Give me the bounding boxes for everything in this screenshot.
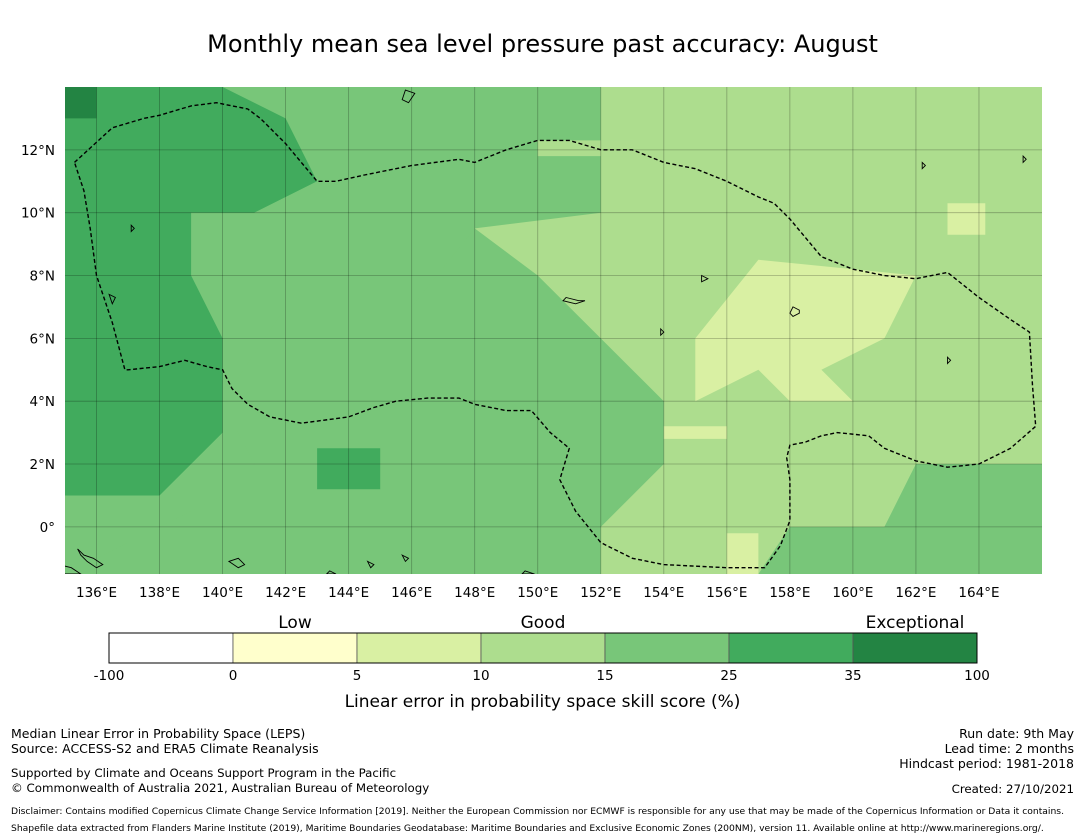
axis-ticks: 136°E 138°E 140°E 142°E 144°E 146°E 148°E 150°E…: [21, 143, 1000, 601]
maritime-boundaries: [73, 101, 1037, 569]
chart-title: Monthly mean sea level pressure past acc…: [207, 30, 878, 58]
lat-tick-label: 2°N: [30, 457, 55, 473]
lat-tick-label: 8°N: [30, 269, 55, 285]
lat-tick-label: 0°: [40, 520, 55, 536]
footer-line: Supported by Climate and Oceans Support …: [11, 766, 397, 780]
colorbar-swatch: [232, 632, 358, 664]
footer-support: Supported by Climate and Oceans Support …: [11, 766, 429, 796]
island-coastline: [65, 565, 82, 574]
lon-tick-label: 152°E: [580, 585, 621, 601]
skill-zone: [947, 203, 986, 235]
footer-line: Median Linear Error in Probability Space…: [11, 726, 306, 741]
graticule: [65, 87, 1042, 574]
lon-tick-label: 156°E: [706, 585, 747, 601]
island-coastline: [227, 557, 246, 569]
disclaimer-line: Disclaimer: Contains modified Copernicus…: [11, 806, 1065, 817]
lon-tick-label: 138°E: [139, 585, 180, 601]
island-coastline: [130, 224, 135, 233]
footer-run-info: Run date: 9th May Lead time: 2 months Hi…: [899, 726, 1074, 771]
island-coastline: [108, 293, 117, 305]
island-coastline: [325, 570, 337, 574]
lon-tick-label: 136°E: [76, 585, 117, 601]
coastlines: [65, 89, 1027, 574]
eez-boundary: [73, 101, 1037, 569]
island-coastline: [1022, 154, 1027, 164]
run-date: Run date: 9th May: [959, 726, 1074, 741]
colorbar-tick-label: 15: [596, 668, 614, 684]
skill-zone: [65, 87, 97, 119]
island-coastline: [921, 161, 927, 170]
island-coastline: [660, 327, 665, 337]
island-coastline: [77, 548, 104, 569]
footer-line: Source: ACCESS-S2 and ERA5 Climate Reana…: [11, 741, 319, 756]
lat-tick-label: 12°N: [21, 143, 55, 159]
colorbar-tick-label: 25: [720, 668, 738, 684]
island-coastline: [947, 356, 952, 365]
colorbar-frame: [108, 632, 978, 664]
colorbar: [108, 632, 978, 664]
colorbar-tick-label: 5: [352, 668, 362, 684]
colorbar-category-label: Low: [278, 613, 312, 633]
lon-tick-label: 154°E: [643, 585, 684, 601]
skill-zone: [537, 140, 633, 157]
colorbar-tick-label: 35: [844, 668, 862, 684]
shapefile-credit: Shapefile data extracted from Flanders M…: [11, 823, 1044, 834]
footer-line: © Commonwealth of Australia 2021, Austra…: [11, 781, 430, 795]
lat-tick-label: 10°N: [21, 206, 55, 222]
lon-tick-label: 150°E: [517, 585, 558, 601]
skill-zones: [65, 87, 1042, 574]
lon-tick-label: 142°E: [265, 585, 306, 601]
lon-tick-label: 146°E: [391, 585, 432, 601]
island-coastline: [701, 274, 709, 283]
lon-tick-label: 160°E: [832, 585, 873, 601]
colorbar-tick-label: 0: [228, 668, 238, 684]
lon-tick-label: 140°E: [202, 585, 243, 601]
skill-zone: [65, 87, 318, 496]
lat-tick-label: 4°N: [30, 394, 55, 410]
colorbar-swatch: [480, 632, 606, 664]
lon-tick-label: 148°E: [454, 585, 495, 601]
skill-zone: [663, 426, 727, 439]
colorbar-tick-label: 10: [472, 668, 490, 684]
colorbar-swatch: [108, 632, 234, 664]
island-coastline: [521, 570, 535, 574]
colorbar-title: Linear error in probability space skill …: [344, 692, 741, 712]
colorbar-swatch: [356, 632, 482, 664]
island-coastline: [366, 560, 375, 569]
colorbar-swatch: [604, 632, 730, 664]
lon-tick-label: 158°E: [769, 585, 810, 601]
colorbar-swatch: [852, 632, 978, 664]
colorbar-category-label: Good: [520, 613, 566, 633]
island-coastline: [401, 554, 410, 563]
lead-time: Lead time: 2 months: [944, 741, 1074, 756]
footer-method: Median Linear Error in Probability Space…: [11, 726, 319, 756]
colorbar-category-label: Exceptional: [865, 613, 965, 633]
island-coastline: [401, 89, 416, 104]
skill-zone: [695, 259, 916, 402]
colorbar-swatch: [728, 632, 854, 664]
colorbar-tick-label: 100: [964, 668, 990, 684]
skill-zone: [317, 448, 381, 490]
colorbar-tick-label: -100: [93, 668, 125, 684]
hindcast-period: Hindcast period: 1981-2018: [899, 756, 1074, 771]
island-coastline: [789, 306, 800, 317]
lon-tick-label: 164°E: [958, 585, 999, 601]
island-coastline: [562, 296, 586, 305]
lat-tick-label: 6°N: [30, 331, 55, 347]
created-date: Created: 27/10/2021: [951, 782, 1074, 796]
skill-zone: [726, 533, 759, 574]
lon-tick-label: 162°E: [895, 585, 936, 601]
lon-tick-label: 144°E: [328, 585, 369, 601]
